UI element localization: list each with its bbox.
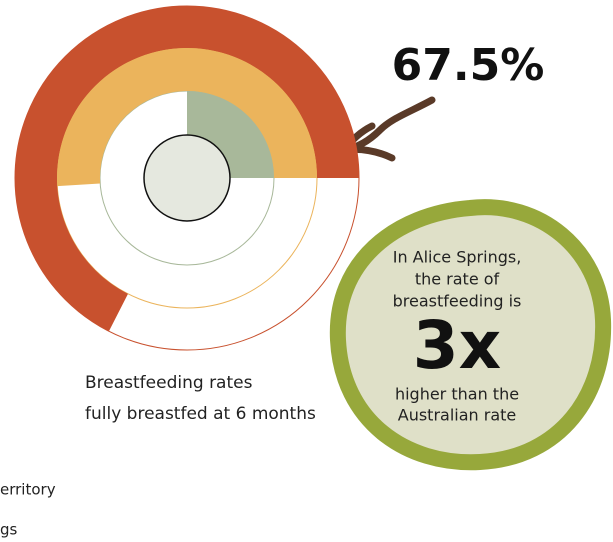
infographic: 67.5% Breastfeeding rates fully breastfe… [0,0,613,542]
legend-label: erritory [0,481,56,499]
arrow [344,100,432,158]
callout-big: 3x [413,307,502,384]
center-disc [144,135,230,221]
highlight-value: 67.5% [392,40,545,91]
callout-text: higher than the [395,385,519,404]
legend-label: gs [0,521,18,539]
rings [15,6,359,350]
caption: fully breastfed at 6 months [85,404,316,424]
page: {"chart_data": {"type": "radial_bar", "s… [0,0,613,542]
callout-text: In Alice Springs, [393,248,522,267]
callout-text: Australian rate [398,406,517,425]
caption: Breastfeeding rates [85,373,253,393]
callout-text: the rate of [415,270,500,289]
